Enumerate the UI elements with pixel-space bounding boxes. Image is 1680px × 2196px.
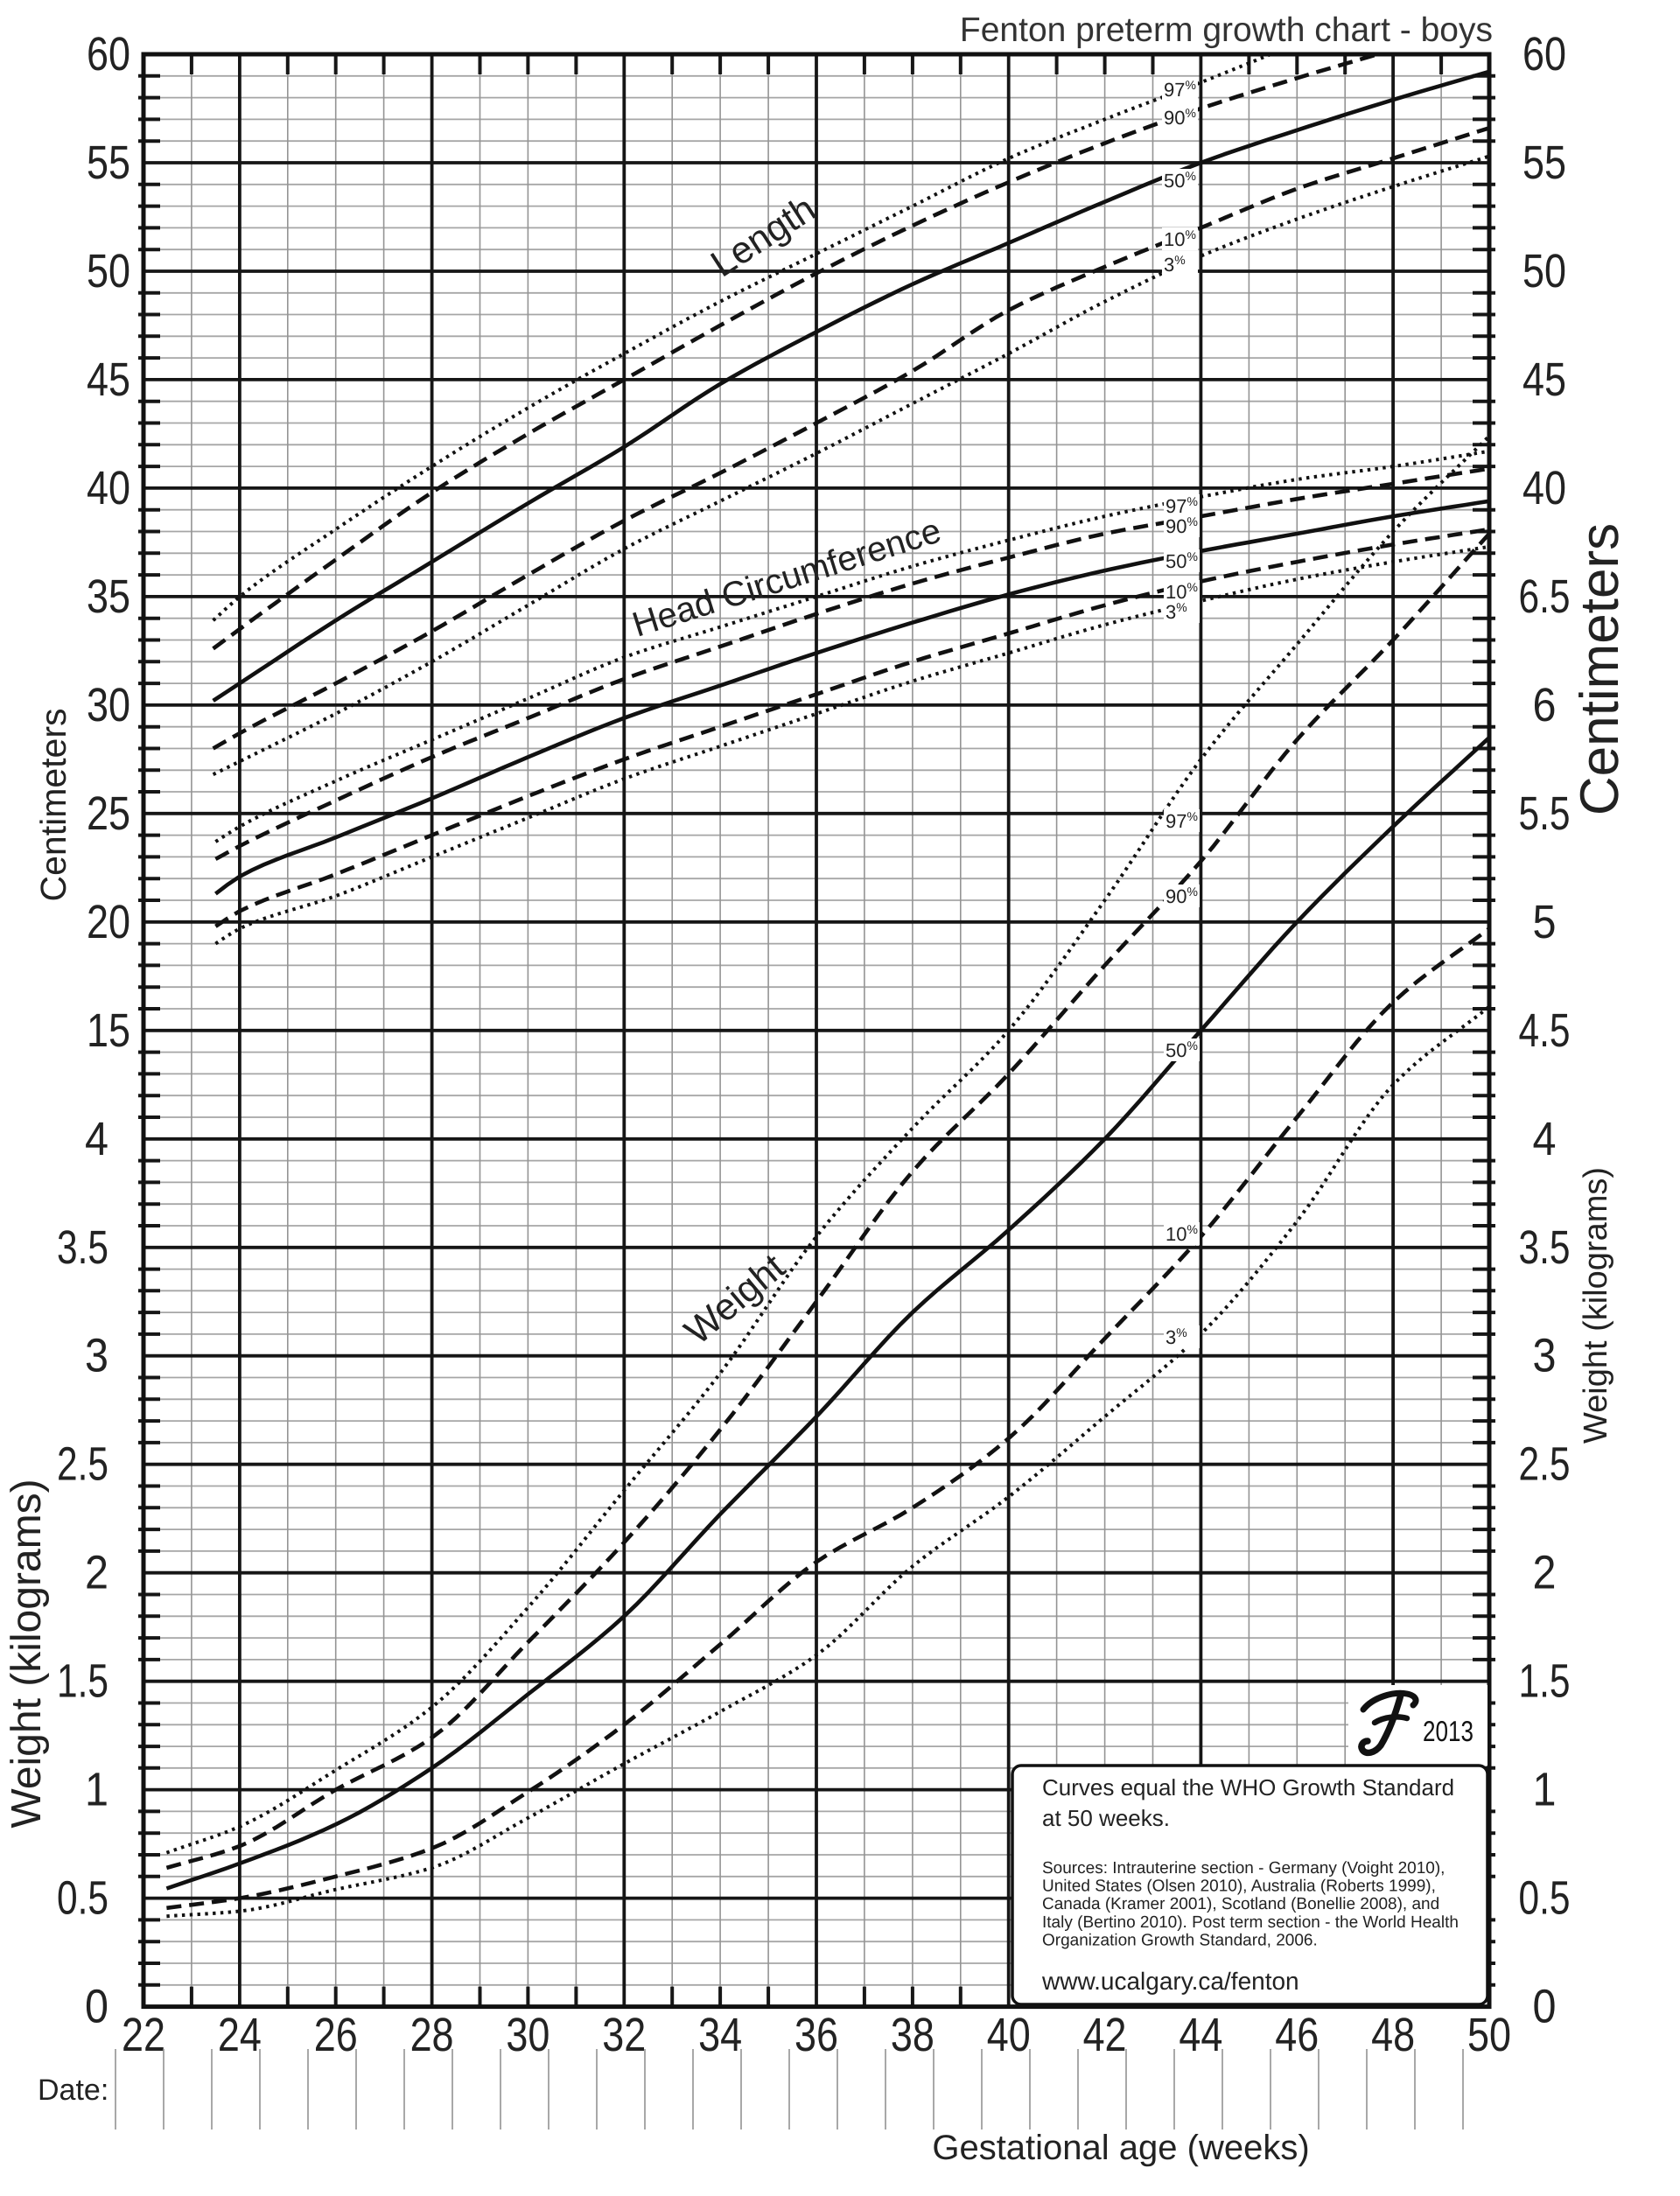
svg-text:Date:: Date: (38, 2074, 108, 2107)
svg-text:Sources: Intrauterine section: Sources: Intrauterine section - Germany … (1042, 1859, 1445, 1878)
svg-text:55: 55 (87, 136, 130, 189)
svg-text:50: 50 (1522, 245, 1566, 297)
svg-text:42: 42 (1083, 2009, 1127, 2061)
svg-text:22: 22 (122, 2009, 165, 2061)
svg-text:1.5: 1.5 (57, 1655, 108, 1708)
svg-text:Curves equal the WHO Growth St: Curves equal the WHO Growth Standard (1042, 1774, 1454, 1801)
svg-text:5.5: 5.5 (1519, 787, 1571, 840)
svg-text:4: 4 (1533, 1113, 1557, 1165)
svg-text:20: 20 (87, 896, 130, 948)
svg-text:32: 32 (602, 2009, 646, 2061)
svg-text:Gestational age (weeks): Gestational age (weeks) (932, 2129, 1309, 2167)
svg-text:2: 2 (85, 1547, 108, 1599)
svg-text:Weight (kilograms): Weight (kilograms) (4, 1479, 50, 1828)
svg-text:15: 15 (87, 1004, 130, 1057)
svg-text:40: 40 (987, 2009, 1031, 2061)
svg-text:55: 55 (1522, 136, 1566, 189)
svg-text:44: 44 (1179, 2009, 1222, 2061)
svg-text:50: 50 (1467, 2009, 1511, 2061)
svg-text:Weight (kilograms): Weight (kilograms) (1578, 1167, 1614, 1444)
svg-text:50: 50 (87, 245, 130, 297)
svg-text:0: 0 (85, 1981, 108, 2033)
svg-text:Centimeters: Centimeters (1570, 523, 1630, 815)
svg-text:30: 30 (506, 2009, 550, 2061)
svg-text:36: 36 (794, 2009, 838, 2061)
svg-text:3: 3 (1533, 1330, 1557, 1382)
svg-text:1: 1 (85, 1764, 108, 1816)
svg-text:40: 40 (1522, 462, 1566, 514)
svg-text:2.5: 2.5 (1519, 1438, 1571, 1491)
svg-text:60: 60 (87, 28, 130, 80)
svg-text:1.5: 1.5 (1519, 1655, 1571, 1708)
svg-text:0.5: 0.5 (57, 1872, 108, 1925)
svg-text:Organization Growth Standard,: Organization Growth Standard, 2006. (1042, 1931, 1318, 1949)
svg-text:46: 46 (1275, 2009, 1319, 2061)
svg-text:40: 40 (87, 462, 130, 514)
svg-text:48: 48 (1371, 2009, 1415, 2061)
svg-text:0.5: 0.5 (1519, 1872, 1571, 1925)
svg-text:2.5: 2.5 (57, 1438, 108, 1491)
svg-text:www.ucalgary.ca/fenton: www.ucalgary.ca/fenton (1041, 1968, 1299, 1995)
svg-text:28: 28 (410, 2009, 454, 2061)
svg-text:26: 26 (314, 2009, 358, 2061)
svg-text:6: 6 (1533, 679, 1557, 731)
svg-text:2: 2 (1533, 1547, 1557, 1599)
svg-text:25: 25 (87, 787, 130, 840)
svg-text:30: 30 (87, 679, 130, 731)
svg-text:1: 1 (1533, 1764, 1557, 1816)
svg-text:United States (Olsen 2010), Au: United States (Olsen 2010), Australia (R… (1042, 1878, 1436, 1896)
svg-text:45: 45 (87, 353, 130, 406)
svg-text:50%: 50% (1164, 169, 1196, 192)
svg-text:5: 5 (1533, 896, 1557, 948)
svg-text:4: 4 (85, 1113, 108, 1165)
svg-text:3: 3 (85, 1330, 108, 1382)
svg-text:Centimeters: Centimeters (33, 708, 74, 901)
svg-text:34: 34 (698, 2009, 742, 2061)
svg-text:2013: 2013 (1423, 1715, 1474, 1747)
svg-text:45: 45 (1522, 353, 1566, 406)
svg-text:97%: 97% (1166, 494, 1198, 517)
svg-text:38: 38 (891, 2009, 934, 2061)
svg-text:Italy (Bertino 2010). Post ter: Italy (Bertino 2010). Post term section … (1042, 1913, 1459, 1932)
svg-text:Fenton preterm growth chart -: Fenton preterm growth chart - boys (960, 11, 1493, 49)
svg-text:4.5: 4.5 (1519, 1004, 1571, 1057)
svg-text:60: 60 (1522, 28, 1566, 80)
svg-text:24: 24 (218, 2009, 262, 2061)
svg-text:3.5: 3.5 (1519, 1221, 1571, 1274)
svg-text:at 50 weeks.: at 50 weeks. (1042, 1805, 1170, 1831)
svg-text:6.5: 6.5 (1519, 570, 1571, 623)
svg-text:Canada (Kramer 2001), Scotland: Canada (Kramer 2001), Scotland (Bonellie… (1042, 1895, 1439, 1913)
svg-text:35: 35 (87, 570, 130, 623)
svg-text:3.5: 3.5 (57, 1221, 108, 1274)
svg-text:0: 0 (1533, 1981, 1557, 2033)
